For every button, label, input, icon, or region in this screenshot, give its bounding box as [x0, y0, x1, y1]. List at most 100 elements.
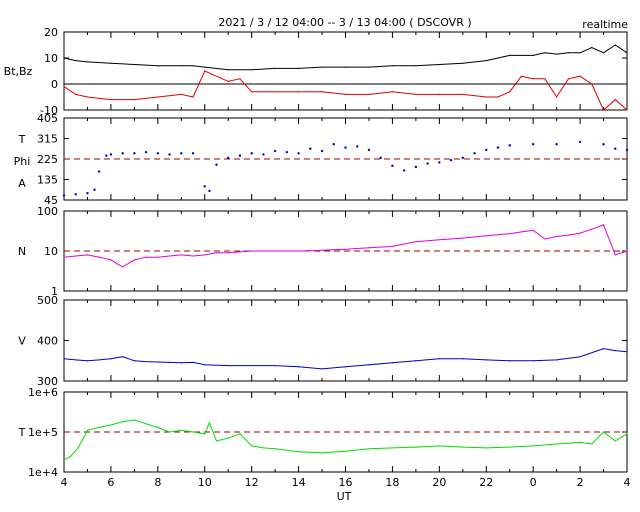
data-point-speed — [344, 366, 347, 368]
data-point-bz — [544, 78, 546, 80]
x-tick-label: 4 — [61, 476, 68, 489]
data-point-bt — [391, 65, 394, 67]
data-point-speed — [485, 359, 487, 361]
data-point-speed — [63, 358, 65, 360]
y-tick-label: 100 — [37, 205, 58, 218]
data-point-density — [251, 250, 253, 252]
data-point-phi — [133, 152, 136, 155]
panel-frame — [63, 299, 628, 382]
data-point-bt — [532, 54, 534, 57]
data-point-temperature — [532, 445, 534, 447]
data-point-density — [157, 256, 159, 258]
y-tick-label: 225 — [37, 153, 58, 166]
data-point-bt — [192, 65, 194, 67]
data-point-temperature — [180, 429, 182, 431]
data-point-bt — [63, 57, 65, 59]
data-point-bt — [344, 66, 347, 68]
y-tick-label: -10 — [40, 104, 58, 117]
data-point-speed — [168, 361, 171, 363]
data-point-speed — [297, 366, 300, 368]
y-axis-label: N — [18, 245, 26, 258]
data-point-density — [192, 255, 194, 257]
data-point-speed — [75, 359, 77, 361]
data-point-bz — [391, 91, 394, 93]
y-tick-label: 10 — [44, 52, 58, 65]
data-point-density — [544, 238, 546, 240]
data-point-speed — [321, 368, 323, 370]
data-point-temperature — [462, 446, 464, 448]
data-point-bz — [485, 96, 487, 98]
y-tick-label: 315 — [37, 133, 58, 146]
data-point-density — [368, 247, 370, 249]
data-point-density — [614, 254, 616, 256]
data-point-bz — [344, 93, 347, 95]
data-point-density — [98, 256, 100, 258]
data-point-speed — [602, 348, 605, 350]
realtime-label: realtime — [582, 18, 628, 31]
y-tick-label: 135 — [37, 174, 58, 187]
data-point-temperature — [70, 455, 72, 457]
data-point-temperature — [368, 448, 370, 450]
data-point-phi — [74, 193, 77, 196]
data-point-bt — [544, 52, 546, 54]
data-point-bt — [614, 44, 616, 46]
data-point-temperature — [391, 447, 394, 449]
data-point-density — [180, 254, 182, 256]
data-point-phi — [250, 152, 253, 155]
data-point-temperature — [110, 424, 112, 426]
data-point-density — [133, 259, 135, 261]
data-point-bt — [110, 62, 112, 64]
data-point-phi — [555, 142, 558, 146]
data-point-bz — [274, 91, 276, 93]
y-tick-label: 1e+5 — [28, 426, 58, 439]
x-tick-label: 18 — [385, 476, 399, 489]
data-point-speed — [157, 361, 159, 363]
data-point-bz — [567, 78, 569, 80]
data-point-phi — [379, 156, 382, 160]
data-point-phi — [191, 152, 195, 155]
data-point-phi — [356, 145, 359, 148]
data-point-density — [110, 259, 112, 261]
data-point-bz — [239, 78, 241, 80]
data-point-phi — [109, 153, 113, 156]
data-point-phi — [578, 140, 582, 144]
data-point-phi — [62, 194, 66, 197]
data-point-speed — [579, 356, 581, 358]
data-point-speed — [204, 364, 206, 366]
data-point-bt — [227, 69, 229, 71]
data-point-bt — [497, 57, 499, 59]
data-point-density — [204, 254, 206, 256]
data-point-phi — [144, 150, 148, 154]
data-point-bt — [75, 60, 77, 62]
x-tick-label: 2 — [577, 476, 584, 489]
y-tick-label: 0 — [51, 78, 58, 91]
data-point-speed — [133, 360, 135, 362]
data-point-bz — [497, 96, 499, 98]
data-point-bz — [192, 96, 194, 98]
data-point-density — [63, 256, 65, 258]
data-point-density — [520, 231, 523, 233]
data-point-temperature — [145, 423, 147, 425]
data-point-speed — [462, 358, 464, 360]
data-point-density — [86, 254, 89, 256]
data-point-phi — [86, 191, 89, 195]
data-point-phi — [508, 144, 511, 147]
data-point-speed — [110, 358, 112, 360]
data-point-phi — [473, 152, 476, 155]
data-point-phi — [449, 158, 453, 162]
data-point-density — [415, 241, 417, 243]
data-point-bt — [86, 61, 89, 63]
data-point-phi — [156, 152, 160, 155]
data-point-speed — [86, 360, 89, 362]
data-point-bt — [567, 52, 569, 54]
data-point-temperature — [204, 433, 206, 435]
data-point-speed — [626, 351, 628, 353]
data-point-bt — [602, 52, 605, 54]
data-point-bz — [520, 75, 523, 77]
data-point-phi — [461, 156, 464, 160]
data-point-temperature — [77, 447, 79, 449]
x-tick-label: 10 — [198, 476, 212, 489]
data-point-bt — [591, 47, 593, 49]
data-point-bt — [438, 63, 440, 66]
data-point-speed — [274, 365, 276, 367]
